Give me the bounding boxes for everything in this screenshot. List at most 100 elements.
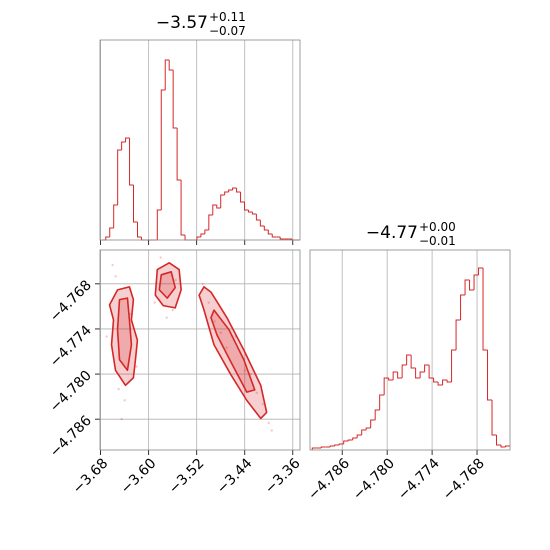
sample-point	[111, 263, 114, 267]
sample-point	[219, 331, 222, 334]
histogram-bin	[105, 236, 110, 240]
histogram-bin	[347, 439, 353, 441]
sample-point	[171, 308, 174, 312]
histogram-bin	[460, 294, 466, 320]
histogram-bin	[200, 233, 205, 237]
x-tick-label: −4.768	[440, 456, 488, 504]
histogram-bin	[478, 267, 484, 275]
histogram-bin	[117, 149, 122, 205]
histogram-bin	[482, 268, 488, 351]
x-tick-label: −3.60	[118, 456, 160, 498]
sample-point	[270, 429, 273, 432]
sample-point	[261, 402, 264, 406]
x-tick-label: −3.44	[214, 455, 256, 497]
histogram-bin	[392, 371, 398, 380]
sample-point	[201, 282, 204, 286]
histogram-bin	[172, 70, 178, 129]
histogram-bin	[236, 188, 241, 193]
histogram-bin	[388, 378, 394, 381]
histogram-bin	[267, 230, 273, 235]
histogram-bin	[140, 237, 146, 241]
histogram-bin	[259, 220, 265, 227]
histogram-bin	[424, 364, 430, 372]
histogram-bin	[251, 212, 257, 215]
sample-point	[114, 275, 117, 278]
panel: −3.68 −3.60 −3.52 −3.44 −3.36−4.768−4.774−4.…	[47, 249, 304, 498]
histogram-bin	[180, 180, 186, 236]
histogram-bin	[329, 445, 335, 447]
title-upper-error: +0.00	[419, 220, 456, 234]
histogram-bin	[263, 226, 269, 231]
contour	[210, 309, 256, 393]
histogram-bin	[208, 214, 213, 230]
sample-point	[117, 387, 120, 391]
histogram-bin	[352, 437, 358, 440]
histogram-bin	[415, 368, 421, 379]
histogram-bin	[164, 59, 170, 90]
panel: −4.786−4.780−4.774−4.768 −4.77 +0.00−0.01	[305, 220, 511, 504]
histogram-bin	[184, 235, 190, 241]
sample-point	[105, 335, 108, 338]
panel-title: −3.57	[156, 13, 208, 33]
panel-title: −4.77	[366, 223, 418, 243]
histogram-bin	[397, 372, 403, 379]
histogram-bin	[334, 444, 340, 446]
histogram-bin	[204, 229, 209, 234]
histogram-bin	[220, 194, 225, 208]
sample-point	[207, 301, 210, 304]
y-tick-label: −4.786	[47, 413, 95, 461]
contour	[116, 297, 133, 372]
title-lower-error: −0.01	[419, 234, 456, 248]
histogram-bin	[464, 279, 470, 295]
y-tick-label: −4.768	[47, 277, 95, 325]
histogram-bin	[129, 138, 134, 186]
histogram-bin	[133, 185, 138, 223]
histogram-bin	[136, 222, 142, 238]
histogram-bin	[401, 364, 407, 378]
sample-point	[255, 391, 258, 395]
histogram-bin	[216, 205, 221, 209]
histogram-bin	[433, 378, 439, 383]
title-lower-error: −0.07	[209, 24, 246, 38]
panel: −3.57 +0.11−0.07	[99, 10, 301, 245]
sample-point	[159, 256, 162, 259]
histogram-bin	[469, 280, 475, 291]
histogram-bin	[212, 204, 217, 215]
sample-point	[174, 278, 177, 282]
histogram-bin	[370, 419, 376, 428]
histogram-bin	[343, 440, 349, 444]
histogram-bin	[160, 89, 166, 210]
sample-point	[225, 346, 228, 349]
histogram-bin	[255, 214, 261, 221]
histogram-bin	[505, 445, 510, 447]
axes-frame	[99, 39, 301, 241]
histogram-bin	[224, 191, 229, 195]
sample-point	[249, 372, 252, 376]
histogram-bin	[383, 377, 389, 395]
histogram-bin	[338, 443, 344, 445]
histogram-bin	[419, 371, 425, 378]
histogram-bin	[113, 204, 118, 228]
histogram-bin	[109, 227, 114, 237]
histogram-bin	[244, 202, 249, 211]
x-tick-label: −4.774	[395, 455, 443, 503]
x-tick-label: −3.68	[70, 456, 112, 498]
histogram-bin	[232, 187, 237, 190]
sample-point	[120, 417, 123, 421]
histogram-bin	[156, 209, 162, 240]
histogram-bin	[491, 400, 497, 436]
x-tick-label: −4.780	[350, 456, 398, 504]
histogram-bin	[379, 394, 385, 410]
histogram-bin	[311, 447, 317, 450]
histogram-bin	[361, 429, 367, 435]
histogram-bin	[125, 137, 130, 142]
y-tick-label: −4.774	[47, 322, 95, 370]
sample-point	[153, 301, 156, 304]
histogram-bin	[473, 274, 479, 290]
histogram-bin	[356, 434, 362, 438]
title-upper-error: +0.11	[209, 10, 246, 24]
histogram-bin	[247, 210, 253, 213]
histogram-bin	[455, 319, 461, 350]
x-tick-label: −3.52	[166, 456, 208, 498]
